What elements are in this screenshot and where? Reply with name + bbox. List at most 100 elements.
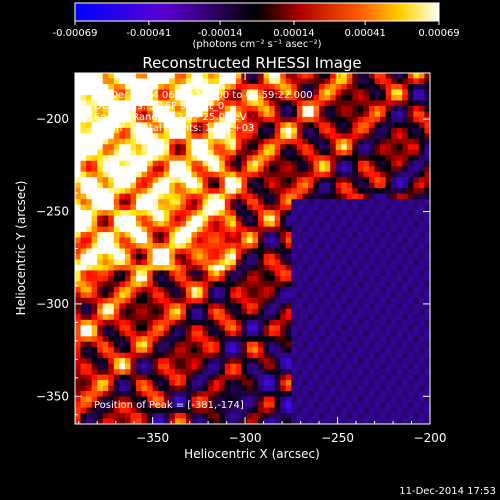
heatmap-cell <box>368 105 375 112</box>
heatmap-cell <box>241 325 248 332</box>
heatmap-cell <box>391 380 398 387</box>
heatmap-cell <box>202 308 209 315</box>
heatmap-cell <box>158 303 165 310</box>
heatmap-cell <box>91 204 98 211</box>
heatmap-cell <box>402 330 409 337</box>
heatmap-cell <box>418 193 425 200</box>
heatmap-cell <box>86 303 93 310</box>
heatmap-cell <box>368 226 375 233</box>
heatmap-cell <box>385 237 392 244</box>
heatmap-cell <box>202 73 209 79</box>
heatmap-cell <box>230 396 237 403</box>
heatmap-cell <box>119 418 126 424</box>
heatmap-cell <box>141 204 148 211</box>
heatmap-cell <box>424 292 430 299</box>
heatmap-cell <box>86 314 93 321</box>
heatmap-cell <box>102 275 109 282</box>
heatmap-cell <box>319 177 326 184</box>
heatmap-cell <box>75 385 81 392</box>
heatmap-cell <box>246 89 253 96</box>
heatmap-cell <box>330 144 337 151</box>
heatmap-cell <box>374 264 381 271</box>
heatmap-cell <box>141 188 148 195</box>
heatmap-cell <box>152 418 159 424</box>
heatmap-cell <box>219 122 226 129</box>
heatmap-cell <box>363 253 370 260</box>
heatmap-cell <box>302 374 309 381</box>
heatmap-cell <box>169 89 176 96</box>
heatmap-cell <box>341 336 348 343</box>
heatmap-cell <box>202 160 209 167</box>
heatmap-cell <box>185 264 192 271</box>
heatmap-cell <box>224 116 231 123</box>
heatmap-cell <box>213 78 220 85</box>
heatmap-cell <box>280 243 287 249</box>
heatmap-cell <box>402 221 409 227</box>
heatmap-cell <box>307 297 314 304</box>
heatmap-cell <box>313 352 320 359</box>
heatmap-cell <box>191 418 198 424</box>
heatmap-cell <box>391 385 398 392</box>
heatmap-cell <box>141 314 148 321</box>
heatmap-cell <box>246 391 253 397</box>
heatmap-cell <box>174 391 181 397</box>
heatmap-cell <box>291 330 298 337</box>
heatmap-cell <box>407 116 414 123</box>
heatmap-cell <box>374 352 381 359</box>
heatmap-cell <box>197 232 203 238</box>
heatmap-cell <box>202 83 209 90</box>
heatmap-cell <box>341 144 348 151</box>
heatmap-cell <box>374 204 381 211</box>
heatmap-cell <box>224 177 231 184</box>
heatmap-cell <box>208 237 215 244</box>
heatmap-cell <box>263 111 270 118</box>
heatmap-cell <box>346 292 353 299</box>
heatmap-cell <box>124 297 131 304</box>
heatmap-cell <box>75 286 81 293</box>
heatmap-cell <box>191 193 198 200</box>
heatmap-cell <box>235 116 242 123</box>
heatmap-cell <box>136 133 142 140</box>
heatmap-cell <box>352 347 359 354</box>
heatmap-cell <box>141 78 148 85</box>
heatmap-cell <box>368 380 375 387</box>
heatmap-cell <box>113 138 120 145</box>
heatmap-cell <box>219 259 226 266</box>
heatmap-cell <box>302 308 309 315</box>
heatmap-cell <box>97 319 104 326</box>
heatmap-cell <box>341 341 348 348</box>
heatmap-cell <box>197 94 203 101</box>
heatmap-cell <box>80 347 87 354</box>
heatmap-cell <box>363 188 370 195</box>
heatmap-cell <box>302 303 309 310</box>
heatmap-cell <box>285 396 292 403</box>
heatmap-cell <box>263 182 270 189</box>
heatmap-cell <box>246 171 253 178</box>
heatmap-cell <box>86 286 93 293</box>
heatmap-cell <box>119 155 126 162</box>
heatmap-cell <box>396 374 403 381</box>
heatmap-cell <box>413 122 420 129</box>
heatmap-cell <box>413 341 420 348</box>
heatmap-cell <box>119 232 126 238</box>
heatmap-cell <box>291 253 298 260</box>
heatmap-cell <box>169 100 176 107</box>
heatmap-cell <box>341 380 348 387</box>
colorbar-tick-label: -0.00069 <box>53 28 98 39</box>
heatmap-cell <box>307 314 314 321</box>
heatmap-cell <box>313 215 320 222</box>
heatmap-cell <box>241 204 248 211</box>
heatmap-cell <box>202 264 209 271</box>
heatmap-cell <box>191 358 198 365</box>
heatmap-cell <box>119 413 126 419</box>
heatmap-cell <box>296 73 303 79</box>
heatmap-cell <box>363 83 370 90</box>
heatmap-cell <box>80 418 87 424</box>
heatmap-cell <box>235 215 242 222</box>
heatmap-cell <box>169 73 176 79</box>
heatmap-cell <box>169 144 176 151</box>
heatmap-cell <box>418 100 425 107</box>
heatmap-cell <box>185 83 192 90</box>
heatmap-cell <box>235 347 242 354</box>
heatmap-cell <box>418 138 425 145</box>
